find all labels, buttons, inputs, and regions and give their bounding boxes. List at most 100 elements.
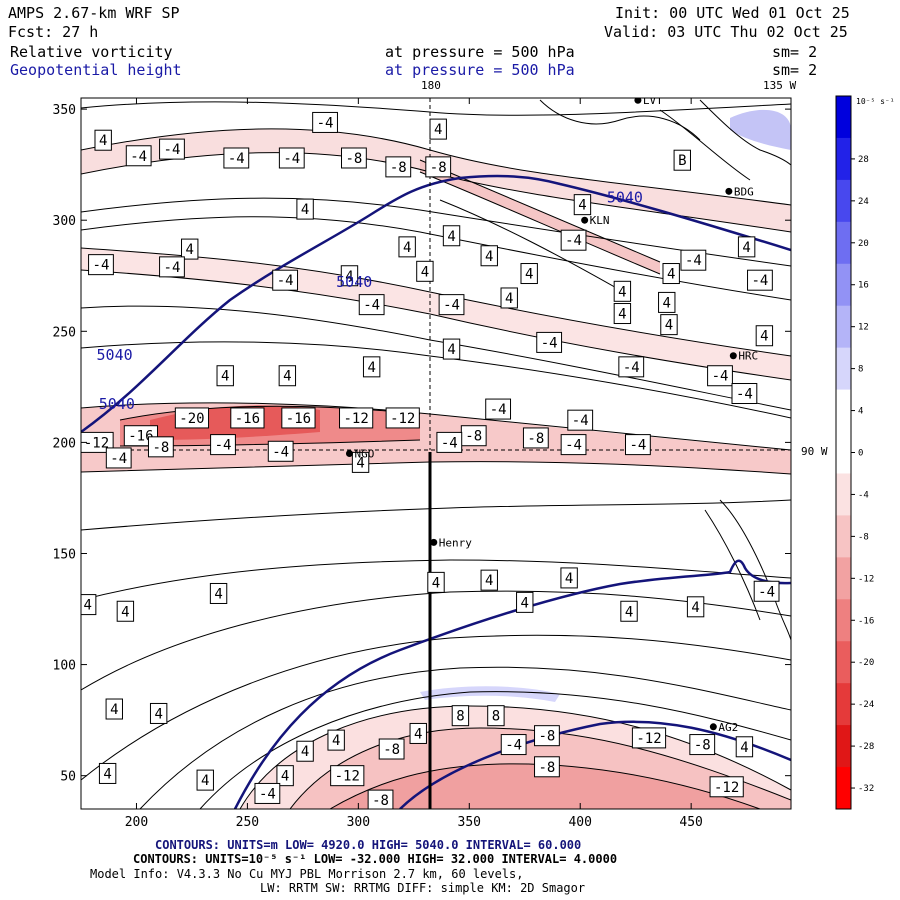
contour-label-box: [105, 698, 123, 720]
contour-label: 4: [214, 586, 222, 602]
contour-label: -4: [441, 435, 458, 451]
vort-contour: [81, 341, 791, 419]
contour-label-box: [567, 409, 594, 431]
contour-label: 4: [221, 369, 229, 385]
lon-label-180: 180: [421, 79, 441, 92]
contour-label-box: [480, 569, 498, 591]
contour-label-box: [209, 582, 228, 604]
station-dot: [345, 450, 353, 457]
contour-label: 4: [447, 229, 455, 245]
contour-label-box: [660, 314, 678, 336]
station-dot: [581, 216, 589, 224]
footer-vorticity-contours: CONTOURS: UNITS=10⁻⁵ s⁻¹ LOW= -32.000 HI…: [133, 852, 618, 866]
vort-contour: [81, 499, 791, 531]
height-label: 5040: [607, 188, 643, 206]
contour-label-box: [159, 138, 185, 160]
contour-label-box: [196, 769, 214, 791]
contour-label-box: [522, 427, 549, 449]
contour-label: -12: [84, 435, 109, 451]
contour-label: 4: [432, 575, 440, 591]
y-tick-label: 250: [53, 325, 76, 340]
colorbar-label: 28: [858, 155, 869, 165]
contour-label-box: [339, 407, 374, 429]
contour-label: -4: [752, 273, 769, 289]
contour-label-box: [81, 431, 114, 453]
contour-label: 4: [332, 733, 340, 749]
contour-label: 4: [345, 269, 353, 285]
contour-label: -4: [272, 444, 289, 460]
contour-label: 4: [110, 702, 118, 718]
x-tick-label: 300: [347, 815, 370, 830]
contour-label-box: [149, 702, 168, 724]
contour-label: 4: [103, 766, 111, 782]
height-label: 5040: [99, 395, 135, 413]
colorbar-label: 0: [858, 449, 863, 459]
forecast-hour: Fcst: 27 h: [8, 23, 99, 41]
contour-label: 4: [301, 202, 309, 218]
neg-vorticity-band-top: [81, 128, 791, 232]
colorbar-label: -4: [858, 490, 869, 500]
contour-label: -4: [277, 273, 294, 289]
contour-label-box: [159, 256, 185, 278]
height-contours: [81, 174, 791, 809]
colorbar-swatch: [836, 221, 851, 265]
neg-vorticity-band-streak: [420, 160, 660, 274]
contour-label: -4: [623, 360, 640, 376]
contour-label: -4: [712, 369, 729, 385]
contour-label: -4: [228, 151, 245, 167]
contour-label-box: [427, 571, 445, 593]
contour-label: -4: [629, 438, 646, 454]
contour-label-box: [731, 383, 758, 405]
contour-label-box: [125, 145, 152, 167]
station-label: AG2: [718, 721, 738, 734]
footer-model-info: Model Info: V4.3.3 No Cu MYJ PBL Morriso…: [90, 867, 524, 881]
contour-label-box: [94, 129, 112, 151]
contour-label: 4: [99, 133, 107, 149]
colorbar-swatch: [836, 96, 851, 139]
contour-label-box: [560, 434, 587, 456]
contour-label-box: [181, 238, 199, 260]
vort-contour: [329, 763, 761, 809]
vort-contour: [81, 269, 791, 381]
contour-label-box: [312, 111, 338, 133]
vort-contour: [81, 634, 791, 781]
colorbar-unit: 10⁻⁵ s⁻¹: [856, 97, 895, 106]
contour-label-box: [416, 260, 434, 282]
colorbar-swatch: [836, 473, 851, 516]
contour-label: -16: [286, 411, 311, 427]
x-tick-label: 350: [458, 815, 481, 830]
contour-label-box: [613, 280, 632, 302]
contour-label-box: [296, 198, 314, 220]
y-tick-label: 300: [53, 214, 76, 229]
contour-label-box: [438, 294, 465, 316]
init-time: Init: 00 UTC Wed 01 Oct 25: [615, 4, 850, 22]
contour-label: -4: [317, 115, 334, 131]
contour-label-box: [436, 431, 463, 453]
contour-label: -4: [130, 149, 147, 165]
contour-label-box: [81, 594, 97, 616]
contour-label-box: [105, 447, 132, 469]
y-tick-label: 200: [53, 436, 76, 451]
contour-label-box: [686, 596, 705, 618]
contour-label-box: [689, 734, 716, 756]
field-1-name: Relative vorticity: [10, 43, 173, 61]
contour-label: -8: [383, 742, 400, 758]
contour-label-box: [223, 147, 250, 169]
lon-label-90w: 90 W: [801, 445, 828, 458]
contour-label-box: [500, 734, 527, 756]
station-dot: [709, 723, 717, 731]
contour-label: -4: [363, 298, 380, 314]
vort-contour: [289, 727, 791, 809]
height-label: 5040: [336, 273, 372, 291]
contour-label-box: [735, 736, 754, 758]
contour-label-box: [451, 705, 470, 727]
y-tick-label: 150: [53, 547, 76, 562]
footer-physics-info: LW: RRTM SW: RRTMG DIFF: simple KM: 2D S…: [260, 881, 586, 895]
contour-label: -8: [527, 431, 544, 447]
contour-label: 4: [565, 571, 573, 587]
contour-label-box: [520, 263, 538, 285]
station-label: LVT: [643, 94, 663, 107]
colorbar-label: -16: [858, 616, 874, 626]
contour-label: 8: [456, 709, 464, 725]
